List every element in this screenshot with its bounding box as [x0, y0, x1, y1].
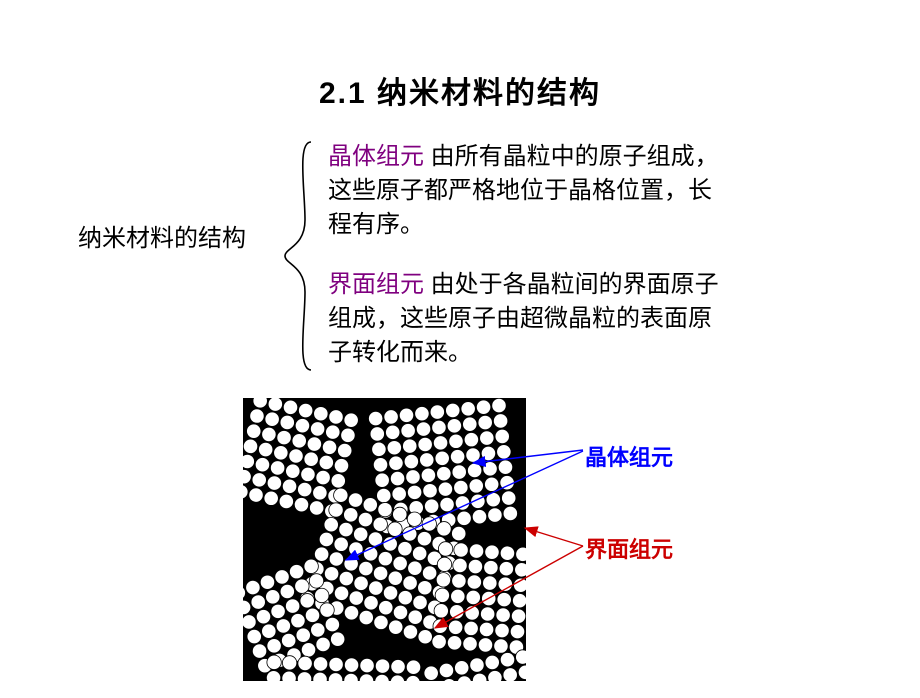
- label-interface: 界面组元: [585, 532, 673, 564]
- nanostructure-diagram: [243, 398, 526, 681]
- item-interface: 界面组元 由处于各晶粒间的界面原子组成，这些原子由超微晶粒的表面原子转化而来。: [328, 268, 728, 370]
- structure-label: 纳米材料的结构: [78, 218, 246, 253]
- brace-icon: [283, 140, 313, 372]
- label-crystal: 晶体组元: [585, 440, 673, 472]
- item-crystal: 晶体组元 由所有晶粒中的原子组成，这些原子都严格地位于晶格位置，长程有序。: [328, 140, 728, 242]
- page-title: 2.1 纳米材料的结构: [0, 68, 920, 112]
- item-crystal-lead: 晶体组元: [328, 143, 424, 170]
- item-interface-lead: 界面组元: [328, 271, 424, 298]
